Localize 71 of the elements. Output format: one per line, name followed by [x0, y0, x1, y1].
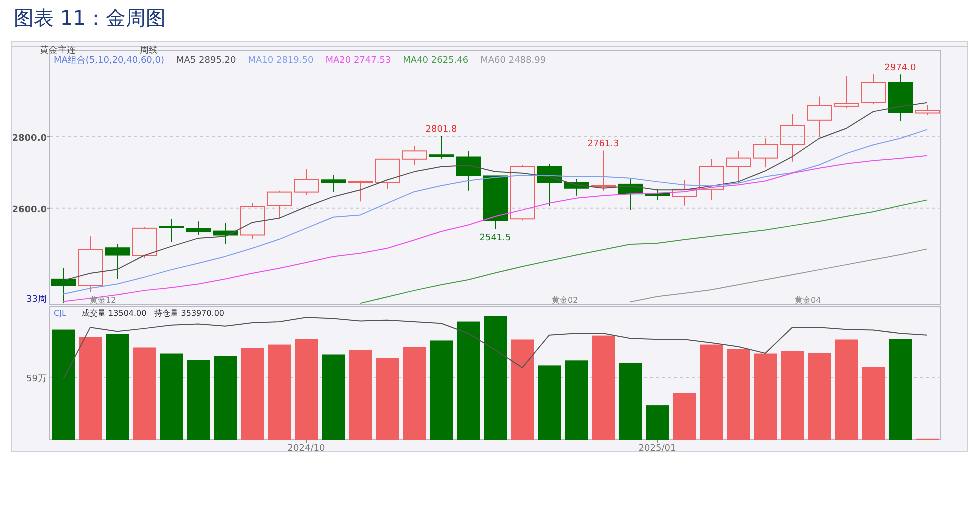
- text: 33周: [26, 294, 47, 305]
- candlestick: [456, 150, 481, 192]
- text: MA60 2488.99: [480, 56, 546, 66]
- bar: [241, 348, 264, 440]
- line-series: [360, 200, 928, 304]
- annotation: 黄金12: [90, 296, 116, 305]
- bar: [565, 360, 588, 440]
- bar: [511, 340, 534, 440]
- bar: [538, 366, 561, 440]
- candlestick: [51, 268, 76, 304]
- bar: [808, 353, 831, 440]
- bar: [457, 322, 480, 440]
- annotation: MA组合(5,10,20,40,60,0): [54, 55, 165, 66]
- bar: [754, 354, 777, 440]
- bar: [619, 362, 642, 440]
- chart-title: 图表 11：金周图: [14, 6, 166, 30]
- candlestick: [429, 136, 454, 160]
- candlestick: [753, 138, 778, 168]
- candlestick: [672, 180, 697, 206]
- text: MA20 2747.53: [326, 56, 392, 66]
- bar: [862, 367, 885, 440]
- annotation: 2541.5: [480, 233, 512, 244]
- candlestick: [780, 114, 805, 162]
- annotation: 周线: [140, 45, 158, 56]
- text: MA10 2819.50: [248, 56, 314, 66]
- annotation: 黄金主连: [40, 45, 76, 56]
- bar: [484, 316, 507, 440]
- bar: [160, 354, 183, 440]
- candlestick: [159, 219, 184, 243]
- text: MA40 2625.46: [403, 56, 469, 66]
- bar: [133, 348, 156, 440]
- candlestick: [321, 174, 346, 192]
- bar: [322, 354, 345, 440]
- line-series: [630, 248, 928, 303]
- ref-line-label: 59万: [26, 374, 47, 385]
- x-tick-label: 2024/10: [288, 444, 326, 454]
- x-tick-label: 2025/01: [638, 444, 676, 454]
- bar: [214, 356, 237, 440]
- bar: [268, 344, 291, 440]
- bar: [79, 337, 102, 440]
- bar: [187, 360, 210, 440]
- annotation: 2801.8: [426, 125, 458, 136]
- y-tick-label: 2800.0: [12, 134, 47, 144]
- bar: [889, 339, 912, 440]
- annotation: 2974.0: [884, 64, 917, 74]
- bar: [430, 340, 453, 440]
- candlestick: [699, 158, 724, 202]
- bar: [295, 339, 318, 440]
- annotation: 成交量 13504.00: [82, 309, 147, 318]
- annotation: CJL: [54, 309, 67, 318]
- line-series: [63, 155, 928, 302]
- annotation: 持仓量 353970.00: [154, 309, 225, 318]
- bar: [646, 406, 669, 440]
- annotation: 黄金02: [552, 296, 578, 305]
- bar: [592, 336, 615, 440]
- bar: [376, 358, 399, 440]
- candlestick: [726, 150, 751, 184]
- bar: [106, 334, 129, 440]
- bar: [835, 340, 858, 440]
- bar: [403, 347, 426, 440]
- annotation: 黄金04: [795, 296, 822, 305]
- bar: [349, 350, 372, 440]
- text: MA5 2895.20: [176, 56, 237, 66]
- bar: [727, 349, 750, 440]
- bar: [52, 330, 75, 440]
- annotation: 2761.3: [588, 140, 620, 150]
- candlestick: [888, 74, 913, 122]
- y-tick-label: 2600.0: [12, 205, 47, 216]
- bar: [673, 393, 696, 440]
- bar: [781, 351, 804, 440]
- bar: [700, 344, 723, 440]
